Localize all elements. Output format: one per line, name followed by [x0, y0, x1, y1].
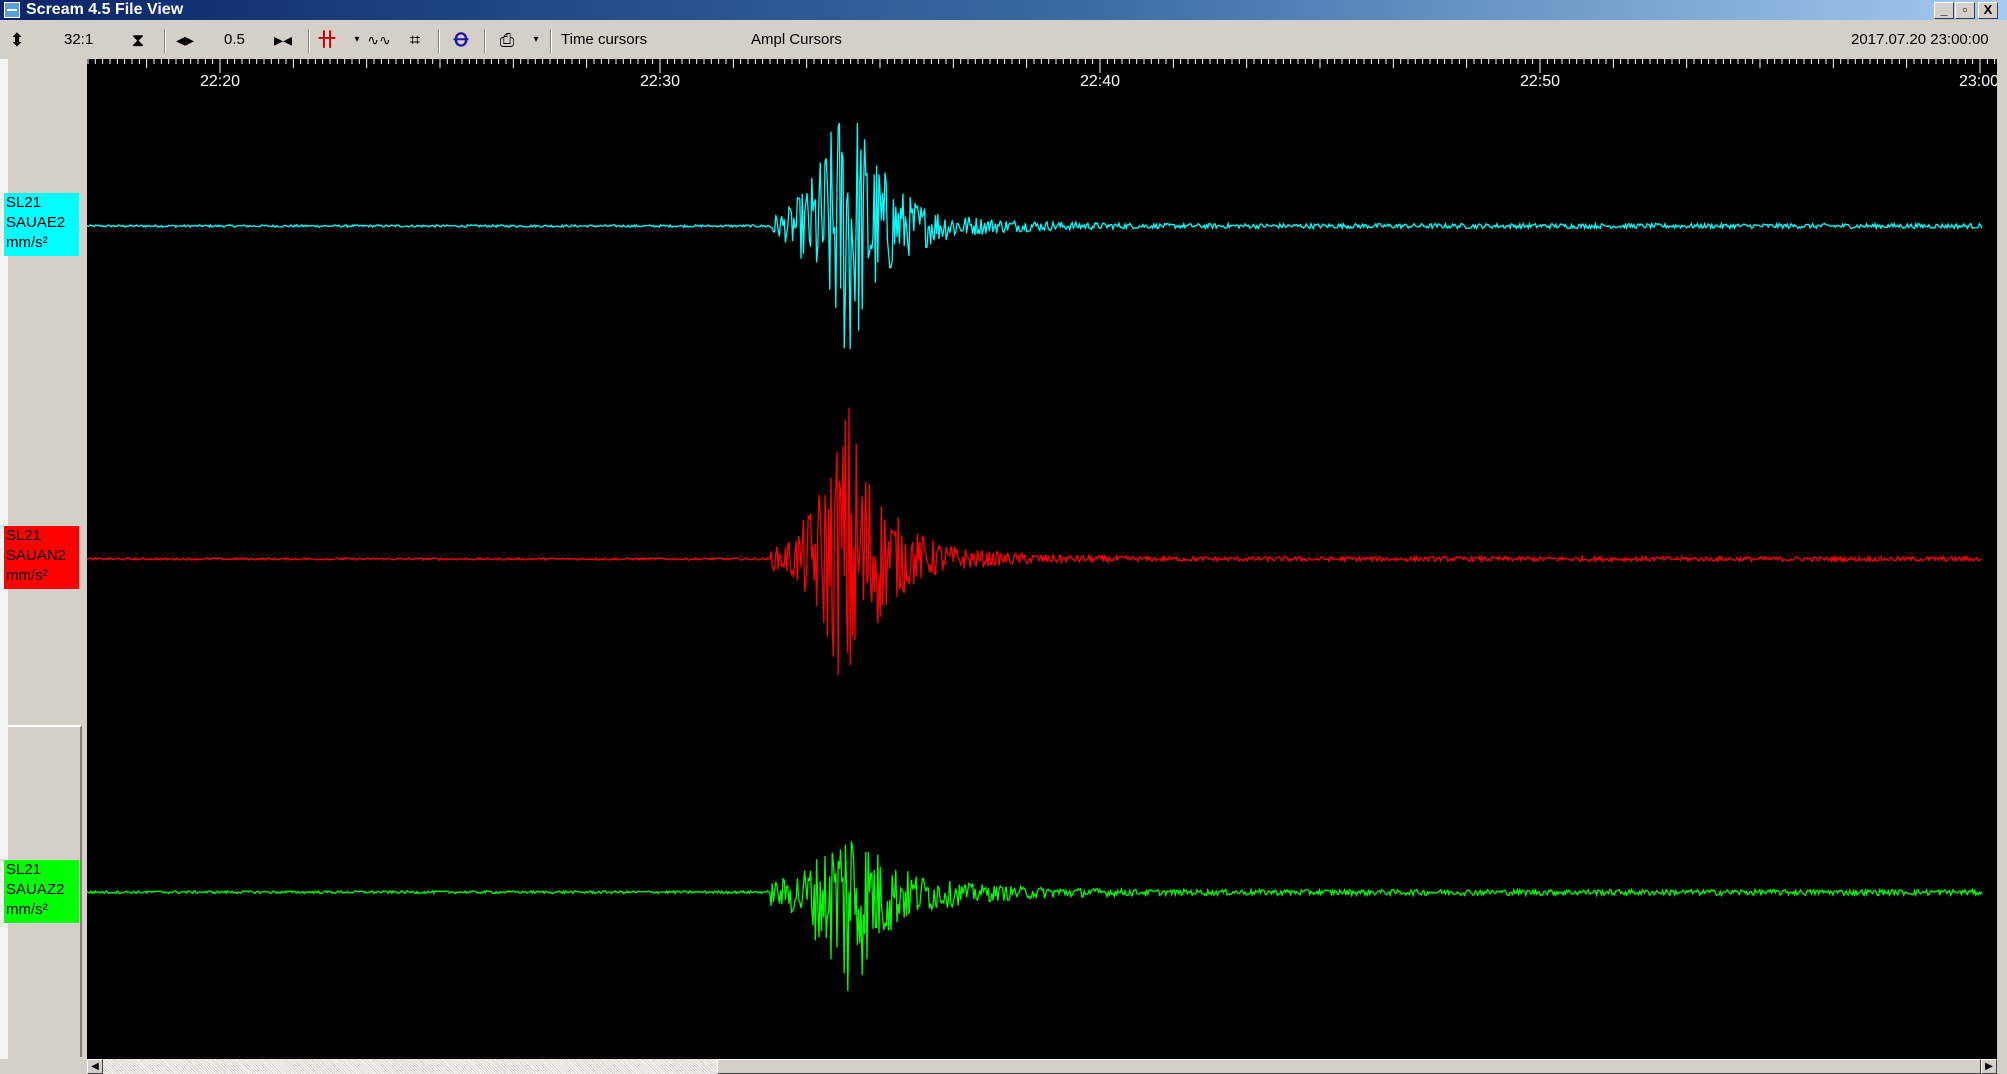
- toolbar-separator: [438, 29, 440, 53]
- waveform-plot[interactable]: 22:20 22:30 22:40 22:50 23:00: [87, 59, 1997, 1059]
- chevron-down-icon[interactable]: ▾: [354, 34, 360, 45]
- filter-icon[interactable]: 卄: [318, 30, 336, 50]
- time-axis-label: 22:20: [199, 73, 241, 90]
- channel-units: mm/s²: [6, 234, 48, 251]
- amplitude-scale-icon[interactable]: ⬍: [9, 30, 25, 50]
- channel-panel-frame: [8, 725, 82, 1057]
- channel-station: SL21: [6, 527, 42, 544]
- seismic-trace-sauan2: [87, 407, 1983, 676]
- channel-station: SL21: [6, 194, 42, 211]
- vertical-zoom-icon[interactable]: ⧗: [131, 30, 145, 50]
- waveform-icon[interactable]: ∿∿: [367, 32, 391, 48]
- scrollbar-thumb[interactable]: [717, 1059, 1981, 1074]
- channel-component: SAUAZ2: [6, 881, 65, 898]
- time-axis-label: 22:30: [639, 73, 681, 90]
- time-axis-ticks: [87, 59, 1996, 73]
- channel-component: SAUAE2: [6, 214, 66, 231]
- spectrum-icon[interactable]: Ꝋ: [453, 30, 469, 50]
- horizontal-scrollbar[interactable]: ◀ ▶: [87, 1059, 1997, 1074]
- title-bar[interactable]: Scream 4.5 File View _ ▫ X: [0, 0, 2007, 20]
- toolbar: ⬍ 32:1 ⧗ ◂▸ 0.5 ▸◂ 卄 ▾ ∿∿ ⌗ Ꝋ ⎙ ▾ Time c…: [0, 21, 2007, 59]
- channel-component: SAUAN2: [6, 547, 67, 564]
- scroll-right-button[interactable]: ▶: [1981, 1059, 1997, 1074]
- channel-units: mm/s²: [6, 567, 48, 584]
- time-axis-label: 22:50: [1519, 73, 1561, 90]
- window-title: Scream 4.5 File View: [26, 1, 184, 18]
- toolbar-separator: [164, 29, 166, 53]
- datetime-display: 2017.07.20 23:00:00: [1851, 31, 1989, 48]
- channel-label-z[interactable]: SL21 SAUAZ2 mm/s²: [4, 860, 79, 923]
- seismic-trace-sauaz2: [87, 841, 1983, 992]
- channel-station: SL21: [6, 861, 42, 878]
- toolbar-separator: [308, 29, 310, 53]
- app-icon: [4, 2, 20, 18]
- zoom-ratio[interactable]: 32:1: [64, 31, 94, 48]
- restore-button[interactable]: ▫: [1955, 2, 1975, 19]
- toolbar-separator: [484, 29, 486, 53]
- seismic-trace-sauae2: [87, 122, 1983, 350]
- close-button[interactable]: X: [1978, 2, 1998, 19]
- time-scale[interactable]: 0.5: [224, 31, 245, 48]
- plot-right-border: [1997, 59, 2007, 1059]
- time-axis-label: 22:40: [1079, 73, 1121, 90]
- channel-units: mm/s²: [6, 901, 48, 918]
- horizontal-expand-icon[interactable]: ◂▸: [175, 30, 195, 50]
- time-cursors-button[interactable]: Time cursors: [561, 31, 648, 48]
- minimize-button[interactable]: _: [1934, 2, 1954, 19]
- print-icon[interactable]: ⎙: [499, 30, 515, 50]
- waveform-svg: [87, 59, 1996, 992]
- chevron-down-icon[interactable]: ▾: [533, 34, 539, 45]
- channel-label-e[interactable]: SL21 SAUAE2 mm/s²: [4, 193, 79, 256]
- time-axis-label: 23:00: [1959, 73, 1997, 90]
- ampl-cursors-button[interactable]: Ampl Cursors: [751, 31, 842, 48]
- horizontal-compress-icon[interactable]: ▸◂: [273, 30, 293, 50]
- crop-icon[interactable]: ⌗: [409, 30, 421, 50]
- toolbar-separator: [550, 29, 552, 53]
- scroll-left-button[interactable]: ◀: [87, 1059, 103, 1074]
- channel-label-n[interactable]: SL21 SAUAN2 mm/s²: [4, 526, 79, 589]
